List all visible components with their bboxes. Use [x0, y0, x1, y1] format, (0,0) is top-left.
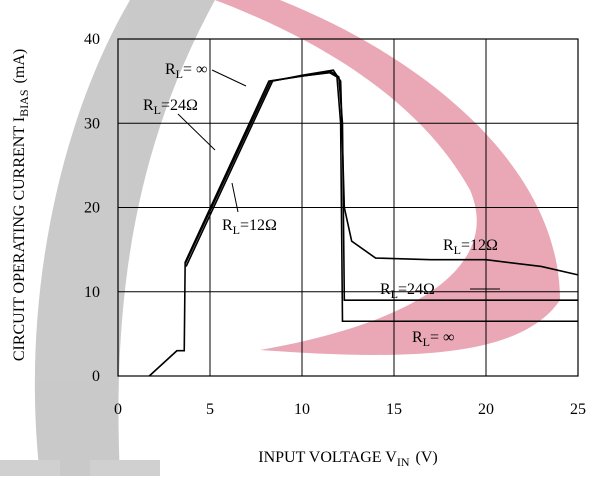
annotation: RL=24Ω [143, 97, 198, 117]
x-tick-label: 0 [114, 401, 122, 418]
x-tick-label: 5 [206, 401, 214, 418]
annotation-leader [177, 113, 216, 151]
y_label-sub: BIAS [17, 90, 31, 117]
x-tick-label: 15 [386, 401, 402, 418]
x_label: INPUT VOLTAGE VIN (V) [258, 449, 437, 469]
annotation-sub: L [176, 67, 183, 81]
x-tick-label: 10 [294, 401, 310, 418]
series-line [185, 69, 579, 276]
y-tick-label: 10 [84, 284, 100, 301]
watermark-block [90, 460, 160, 476]
annotation-base: R [412, 329, 423, 346]
annotation-sub: L [154, 103, 161, 117]
x_label-unit: (V) [416, 449, 438, 466]
annotation-leader [231, 182, 239, 213]
annotation-sub: L [391, 287, 398, 301]
annotation-text: =12Ω [240, 217, 277, 234]
y-tick-label: 30 [84, 115, 100, 132]
annotation-text: =24Ω [161, 97, 198, 114]
y_label-text: CIRCUIT OPERATING CURRENT I [11, 117, 28, 361]
watermark-block [0, 460, 60, 476]
x_label-sub: IN [397, 455, 410, 469]
watermark-gray [34, 0, 216, 476]
annotation-base: R [380, 281, 391, 298]
x_label-text: INPUT VOLTAGE V [258, 449, 397, 466]
annotation-sub: L [454, 243, 461, 257]
annotation-sub: L [423, 335, 430, 349]
annotation-leader [211, 69, 247, 87]
annotation-text: = ∞ [430, 329, 454, 346]
annotation-base: R [222, 217, 233, 234]
annotation-base: R [443, 237, 454, 254]
annotation-base: R [143, 97, 154, 114]
annotation: RL=12Ω [443, 237, 498, 257]
y-tick-label: 40 [84, 31, 100, 48]
watermark-pink [215, 0, 560, 355]
annotation: RL=24Ω [380, 281, 435, 301]
plot-frame [117, 38, 579, 377]
y-tick-label: 20 [84, 200, 100, 217]
x-tick-label: 25 [570, 401, 586, 418]
watermark [0, 0, 560, 476]
y_label: CIRCUIT OPERATING CURRENT IBIAS (mA) [11, 49, 31, 361]
annotation-text: =12Ω [461, 237, 498, 254]
x-tick-label: 20 [478, 401, 494, 418]
annotation: RL=12Ω [222, 217, 277, 237]
annotation-text: =24Ω [398, 281, 435, 298]
y_label-unit: (mA) [11, 49, 28, 84]
annotation-sub: L [233, 223, 240, 237]
annotation: RL= ∞ [412, 329, 454, 349]
annotation: RL= ∞ [165, 61, 207, 81]
annotation-text: = ∞ [183, 61, 207, 78]
y-tick-label: 0 [92, 368, 100, 385]
annotation-base: R [165, 61, 176, 78]
